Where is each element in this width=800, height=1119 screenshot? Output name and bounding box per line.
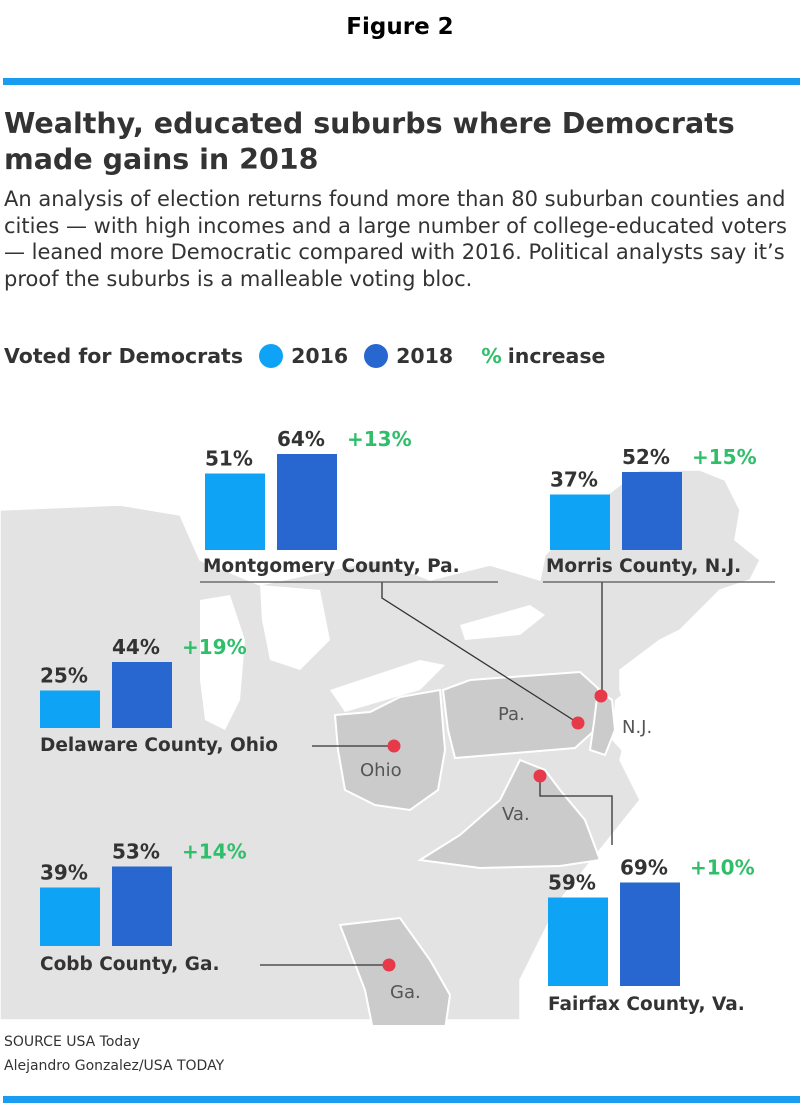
- connector-line: [381, 582, 579, 724]
- legend-swatch-2018: [364, 344, 389, 368]
- bar-2016: [205, 473, 265, 550]
- legend-label-2016: 2016: [291, 344, 349, 368]
- category-label: Fairfax County, Va.: [548, 994, 745, 1015]
- increase-label: +10%: [690, 856, 755, 880]
- increase-label: +13%: [347, 427, 412, 451]
- location-pin: [571, 716, 585, 730]
- value-label-2016: 25%: [40, 664, 88, 688]
- connector-line: [539, 776, 613, 845]
- legend-lead: Voted for Democrats: [4, 344, 244, 368]
- map-label-ga: Ga.: [390, 982, 421, 1003]
- location-pin: [382, 958, 396, 972]
- chart-title: Wealthy, educated suburbs where Democrat…: [4, 107, 735, 176]
- legend: Voted for Democrats 2016 2018 % increase: [4, 340, 605, 372]
- bars-layer: 51% 64% +13% Montgomery County, Pa. 37% 52% +1…: [40, 427, 775, 1015]
- category-label: Montgomery County, Pa.: [203, 556, 460, 577]
- legend-swatch-2016: [259, 344, 284, 368]
- bar-2016: [550, 494, 610, 550]
- bar-2018: [622, 472, 682, 550]
- bar-2018: [277, 454, 337, 550]
- map-label-va: Va.: [502, 804, 530, 825]
- top-rule: [3, 78, 800, 85]
- map-base: [0, 469, 761, 1025]
- lake-erie: [330, 660, 445, 712]
- value-label-2018: 69%: [620, 856, 668, 880]
- location-pin: [533, 769, 547, 783]
- legend-item-2018: 2018: [364, 344, 453, 368]
- percent-symbol: %: [481, 344, 502, 368]
- chart-subtitle: An analysis of election returns found mo…: [4, 187, 787, 291]
- bar-2018: [112, 866, 172, 946]
- value-label-2016: 39%: [40, 861, 88, 885]
- lake-ontario: [460, 605, 545, 640]
- bar-2016: [40, 690, 100, 728]
- atlantic-bay: [612, 680, 650, 760]
- increase-label: +14%: [182, 840, 247, 864]
- legend-item-2016: 2016: [259, 344, 348, 368]
- figure-label: Figure 2: [346, 14, 454, 40]
- bar-2018: [112, 662, 172, 728]
- category-label: Cobb County, Ga.: [40, 954, 219, 975]
- legend-item-increase: % increase: [481, 344, 605, 368]
- bar-2016: [40, 887, 100, 946]
- map-label-ohio: Ohio: [360, 760, 402, 781]
- bottom-rule: [3, 1096, 800, 1103]
- value-label-2016: 59%: [548, 871, 596, 895]
- legend-label-2018: 2018: [396, 344, 454, 368]
- value-label-2018: 52%: [622, 445, 670, 469]
- bar-2016: [548, 897, 608, 986]
- increase-label: +19%: [182, 635, 247, 659]
- map-label-pa: Pa.: [498, 704, 525, 725]
- map-label-nj: N.J.: [622, 717, 652, 738]
- map-chart: Ohio Pa. N.J. Va. Ga. 51% 64% +13% Montgome…: [0, 427, 775, 1025]
- legend-label-increase: increase: [507, 344, 606, 368]
- category-label: Delaware County, Ohio: [40, 735, 278, 756]
- category-label: Morris County, N.J.: [546, 556, 741, 577]
- value-label-2016: 51%: [205, 447, 253, 471]
- source-note: SOURCE USA Today: [4, 1034, 141, 1050]
- location-pin: [387, 739, 401, 753]
- value-label-2016: 37%: [550, 468, 598, 492]
- lake-michigan: [200, 595, 245, 730]
- location-pin: [594, 689, 608, 703]
- credit-note: Alejandro Gonzalez/USA TODAY: [4, 1058, 225, 1074]
- state-georgia: [338, 916, 452, 1025]
- value-label-2018: 53%: [112, 840, 160, 864]
- state-new-jersey: [588, 688, 617, 757]
- increase-label: +15%: [692, 445, 757, 469]
- bar-2018: [620, 882, 680, 986]
- value-label-2018: 64%: [277, 427, 325, 451]
- lake-huron: [260, 585, 330, 670]
- value-label-2018: 44%: [112, 635, 160, 659]
- state-virginia: [417, 758, 602, 870]
